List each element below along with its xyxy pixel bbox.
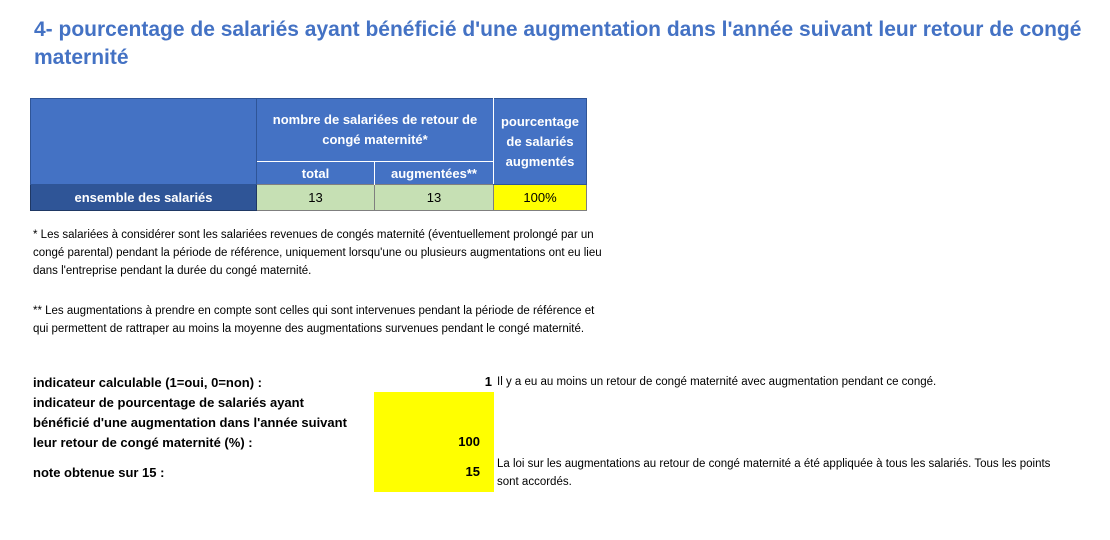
cell-augmentees[interactable]: 13 [374, 184, 494, 211]
score-comment: La loi sur les augmentations au retour d… [497, 458, 1051, 488]
footnote-raises: ** Les augmentations à prendre en compte… [33, 305, 595, 335]
table-corner-cell [30, 98, 257, 185]
indicator-calculable-value[interactable]: 1 [484, 374, 492, 389]
maternity-raise-table: nombre de salariées de retour de congé m… [30, 98, 587, 211]
header-returning-employees: nombre de salariées de retour de congé m… [256, 98, 494, 162]
score-value: 15 [465, 464, 480, 479]
header-augmentees: augmentées** [374, 161, 494, 185]
indicator-percentage-label-line3: leur retour de congé maternité (%) : [33, 435, 253, 450]
table-row: ensemble des salariés 13 13 100% [30, 184, 587, 211]
indicator-calculable-label: indicateur calculable (1=oui, 0=non) : [33, 375, 262, 390]
cell-percentage: 100% [493, 184, 587, 211]
footnote-returning-employees: * Les salariées à considérer sont les sa… [33, 229, 602, 277]
indicator-percentage-label-line1: indicateur de pourcentage de salariés ay… [33, 395, 304, 410]
page-title: 4- pourcentage de salariés ayant bénéfic… [34, 18, 1082, 69]
result-highlight-block [374, 392, 494, 492]
row-label-all-employees: ensemble des salariés [30, 184, 257, 211]
header-total: total [256, 161, 375, 185]
cell-total[interactable]: 13 [256, 184, 375, 211]
indicator-calculable-comment: Il y a eu au moins un retour de congé ma… [497, 376, 937, 388]
indicator-percentage-label-line2: bénéficié d'une augmentation dans l'anné… [33, 415, 347, 430]
indicator-percentage-value: 100 [458, 434, 480, 449]
score-label: note obtenue sur 15 : [33, 465, 165, 480]
header-percentage-raised: pourcentage de salariés augmentés [493, 98, 587, 185]
